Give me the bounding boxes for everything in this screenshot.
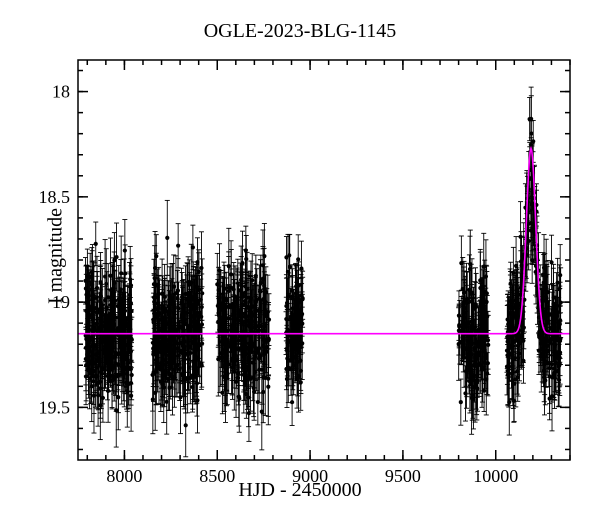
y-tick-label: 19.5	[39, 397, 71, 417]
plot-area: 8000 8500 9000 9500 10000 18 18.5 19 19.5	[0, 0, 600, 512]
chart-container: OGLE-2023-BLG-1145 I magnitude HJD - 245…	[0, 0, 600, 512]
data-points	[83, 87, 563, 457]
model-curve	[78, 148, 570, 333]
x-tick-label: 10000	[473, 466, 518, 486]
x-tick-label: 9000	[292, 466, 328, 486]
y-tick-label: 19	[52, 292, 70, 312]
x-tick-label: 8500	[199, 466, 235, 486]
y-tick-label: 18.5	[39, 187, 71, 207]
x-tick-label: 9500	[385, 466, 421, 486]
x-tick-label: 8000	[106, 466, 142, 486]
y-tick-label: 18	[52, 82, 70, 102]
